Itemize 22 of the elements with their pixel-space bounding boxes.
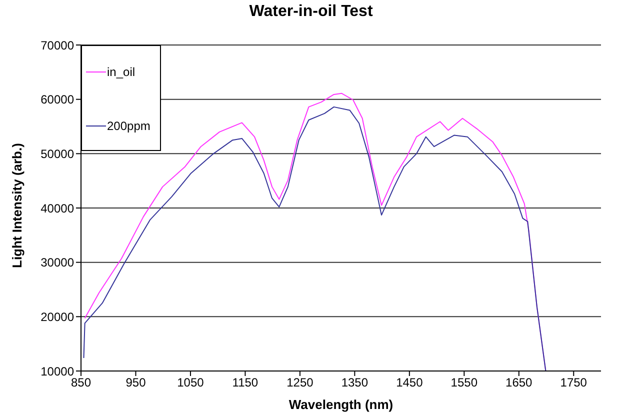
legend-label: in_oil bbox=[107, 65, 136, 79]
y-tick-label: 60000 bbox=[40, 92, 74, 107]
x-tick-label: 950 bbox=[126, 376, 146, 390]
x-tick-label: 1750 bbox=[560, 376, 588, 390]
x-tick-label: 1650 bbox=[506, 376, 533, 390]
x-tick-label: 1350 bbox=[341, 376, 368, 390]
y-tick-label: 30000 bbox=[40, 256, 74, 270]
y-axis-title: Light Intensity (arb.) bbox=[10, 143, 25, 268]
x-axis-title: Wavelength (nm) bbox=[288, 397, 394, 412]
y-tick-label: 10000 bbox=[40, 364, 74, 378]
y-tick-label: 50000 bbox=[40, 146, 74, 161]
x-tick-label: 1550 bbox=[450, 376, 478, 390]
x-tick-label: 1150 bbox=[232, 376, 258, 390]
y-tick-label: 70000 bbox=[40, 38, 74, 52]
x-tick-label: 1050 bbox=[177, 376, 204, 390]
x-tick-label: 850 bbox=[70, 376, 92, 390]
x-tick-label: 1450 bbox=[396, 376, 424, 390]
y-tick-label: 20000 bbox=[40, 310, 74, 324]
y-tick-label: 40000 bbox=[40, 201, 74, 216]
chart-title: Water-in-oil Test bbox=[248, 3, 374, 21]
legend-label: 200ppm bbox=[107, 119, 150, 133]
x-tick-label: 1250 bbox=[286, 376, 314, 390]
